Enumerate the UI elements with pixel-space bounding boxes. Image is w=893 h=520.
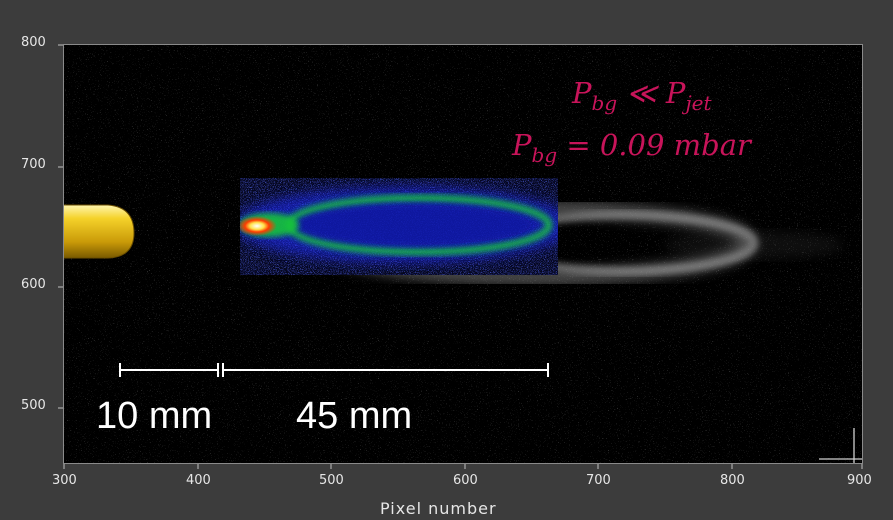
false-color-plume (240, 178, 558, 275)
y-tick-label: 500 (21, 398, 46, 413)
x-tick-label: 400 (186, 473, 211, 488)
x-tick-label: 600 (453, 473, 478, 488)
pressure-relation-annotation: Pbg ≪ Pjet (572, 76, 712, 115)
x-tick-label: 900 (847, 473, 872, 488)
x-axis-title: Pixel number (380, 499, 497, 518)
plot-area (63, 44, 863, 464)
x-tick-label: 500 (319, 473, 344, 488)
scale-label-10mm: 10 mm (96, 395, 213, 437)
background-pressure-annotation: Pbg = 0.09 mbar (512, 128, 751, 167)
plasma-image (64, 45, 862, 463)
scale-label-45mm: 45 mm (296, 395, 413, 437)
y-tick-label: 700 (21, 157, 46, 172)
crosshair-icon (819, 428, 862, 463)
y-tick-label: 800 (21, 35, 46, 50)
x-tick-label: 800 (720, 473, 745, 488)
x-tick-label: 300 (52, 473, 77, 488)
x-tick-label: 700 (586, 473, 611, 488)
y-tick-label: 600 (21, 277, 46, 292)
nozzle-icon (64, 204, 135, 259)
